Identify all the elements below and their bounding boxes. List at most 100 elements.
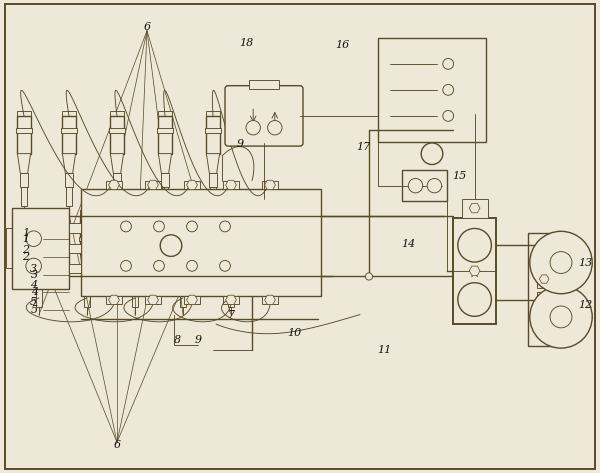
Polygon shape	[148, 180, 158, 190]
Bar	[181, 288, 185, 307]
Circle shape	[187, 261, 197, 271]
Text: 10: 10	[287, 328, 301, 339]
Bar	[157, 128, 173, 133]
Bar	[145, 181, 161, 189]
Polygon shape	[109, 295, 119, 305]
Text: 14: 14	[401, 238, 415, 249]
Text: 6: 6	[143, 22, 151, 33]
Bar	[176, 210, 190, 215]
Circle shape	[443, 85, 454, 95]
Bar	[109, 128, 125, 133]
Bar	[110, 116, 124, 154]
Bar	[206, 116, 220, 154]
Circle shape	[458, 283, 491, 316]
Text: 4: 4	[31, 287, 38, 298]
Bar	[80, 215, 94, 254]
Bar	[158, 116, 172, 154]
Bar	[176, 215, 190, 254]
Circle shape	[187, 221, 197, 232]
Polygon shape	[265, 180, 275, 190]
Bar	[128, 210, 142, 215]
Polygon shape	[265, 295, 275, 305]
Bar	[16, 128, 32, 133]
Bar	[205, 128, 221, 133]
Text: 5: 5	[30, 297, 37, 307]
Bar	[131, 274, 139, 288]
Bar	[224, 215, 238, 254]
Bar	[62, 116, 76, 154]
Text: 3: 3	[31, 270, 38, 280]
Polygon shape	[176, 254, 190, 274]
Polygon shape	[109, 180, 119, 190]
Text: 6: 6	[113, 439, 121, 450]
Circle shape	[154, 221, 164, 232]
Circle shape	[220, 261, 230, 271]
Polygon shape	[128, 254, 142, 274]
Bar	[128, 215, 142, 254]
Text: 2: 2	[22, 245, 29, 255]
Circle shape	[121, 221, 131, 232]
Polygon shape	[187, 180, 197, 190]
Bar	[224, 210, 238, 215]
Bar	[528, 233, 561, 346]
Bar	[80, 210, 94, 215]
Circle shape	[409, 178, 423, 193]
Bar	[79, 236, 95, 241]
Text: 8: 8	[173, 334, 181, 345]
Bar	[110, 111, 124, 116]
Bar	[127, 236, 143, 241]
Bar	[31, 236, 47, 241]
Circle shape	[530, 231, 592, 294]
Bar	[106, 181, 122, 189]
Bar	[61, 128, 77, 133]
Bar	[113, 174, 121, 187]
Polygon shape	[469, 203, 480, 213]
Bar	[175, 236, 191, 241]
Text: 1: 1	[22, 234, 29, 244]
Bar	[62, 111, 76, 116]
Bar	[133, 288, 137, 307]
Bar	[262, 296, 278, 304]
Bar	[249, 80, 279, 89]
Bar	[206, 111, 220, 116]
Polygon shape	[148, 295, 158, 305]
Text: 18: 18	[239, 37, 253, 48]
Bar	[453, 218, 496, 324]
Circle shape	[26, 231, 41, 246]
Bar	[12, 208, 69, 289]
Bar	[32, 215, 46, 254]
Bar	[158, 111, 172, 116]
Circle shape	[458, 228, 491, 262]
Bar	[69, 224, 81, 233]
Text: 9: 9	[236, 139, 244, 149]
Text: 16: 16	[335, 40, 349, 50]
Polygon shape	[62, 154, 76, 174]
Circle shape	[160, 235, 182, 256]
Circle shape	[421, 143, 443, 165]
Circle shape	[443, 59, 454, 69]
Polygon shape	[226, 180, 236, 190]
Circle shape	[530, 286, 592, 348]
Bar	[20, 174, 28, 187]
Circle shape	[220, 221, 230, 232]
Bar	[209, 174, 217, 187]
Circle shape	[550, 252, 572, 273]
Circle shape	[365, 273, 373, 280]
Polygon shape	[206, 154, 220, 174]
Bar	[85, 288, 89, 307]
Bar	[83, 274, 91, 288]
Bar	[17, 116, 31, 154]
Bar	[262, 181, 278, 189]
Bar	[402, 170, 447, 201]
Polygon shape	[539, 275, 549, 283]
Circle shape	[268, 121, 282, 135]
Bar	[35, 274, 43, 288]
Bar	[69, 244, 81, 253]
Polygon shape	[110, 154, 124, 174]
Bar	[67, 187, 71, 206]
Polygon shape	[17, 154, 31, 174]
Text: 11: 11	[377, 345, 391, 355]
Circle shape	[121, 261, 131, 271]
Bar	[223, 236, 239, 241]
Text: 15: 15	[452, 171, 466, 181]
